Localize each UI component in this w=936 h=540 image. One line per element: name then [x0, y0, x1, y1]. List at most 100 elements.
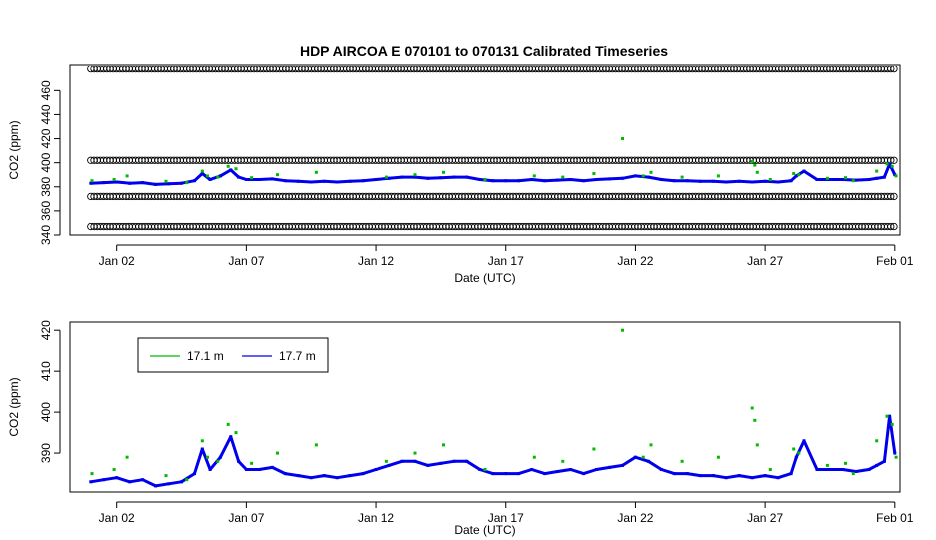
data-point: [283, 472, 287, 476]
data-point: [89, 480, 93, 484]
data-point: [200, 172, 204, 175]
data-point: [465, 175, 469, 179]
y-tick-label: 380: [39, 176, 53, 196]
data-point: [218, 455, 222, 459]
data-point: [452, 175, 456, 179]
data-point: [154, 182, 158, 186]
y-tick-label: 420: [39, 128, 53, 148]
y-axis-label: CO2 (ppm): [7, 120, 21, 179]
data-point: [672, 179, 676, 183]
data-point: [102, 478, 106, 482]
data-point: [893, 451, 897, 455]
data-point: [789, 472, 793, 476]
data-point: [102, 181, 106, 185]
data-point: [882, 459, 886, 463]
data-point: [413, 459, 417, 463]
data-point: [200, 439, 204, 443]
data-point: [426, 176, 430, 180]
data-point: [685, 472, 689, 476]
data-point: [649, 170, 653, 174]
reference-series: [87, 66, 898, 73]
data-point: [867, 178, 871, 181]
data-point: [226, 422, 230, 426]
data-point: [234, 431, 238, 435]
data-point: [753, 163, 757, 167]
data-point: [478, 468, 482, 471]
data-point: [206, 174, 209, 178]
data-point: [776, 180, 780, 184]
data-point: [125, 455, 129, 459]
data-point: [348, 179, 352, 183]
y-tick-label: 390: [39, 443, 53, 463]
data-point: [867, 468, 871, 471]
data-point: [180, 480, 183, 484]
data-point: [763, 474, 767, 478]
data-point: [237, 459, 241, 463]
lower-panel-zoomed: Jan 02 Jan 07 Jan 12 Jan 17 Jan 22 Jan 27 Feb …: [7, 320, 914, 537]
data-point: [314, 443, 318, 447]
data-point: [208, 178, 212, 181]
data-point: [200, 447, 204, 451]
data-point: [711, 179, 715, 183]
data-point: [483, 178, 487, 181]
data-point: [452, 459, 456, 463]
reference-series: [87, 222, 898, 231]
data-point: [200, 169, 204, 173]
data-point: [825, 463, 829, 467]
data-point: [322, 179, 326, 183]
reference-series: [87, 156, 898, 164]
data-point: [621, 328, 624, 332]
x-tick-label: Jan 22: [617, 511, 653, 525]
data-point: [794, 174, 798, 178]
x-tick-label: Jan 07: [228, 254, 264, 268]
legend-label: 17.1 m: [187, 349, 224, 363]
data-point: [244, 468, 248, 471]
plot-frame: [69, 321, 901, 493]
plot-frame: [69, 64, 901, 236]
data-point: [216, 459, 220, 463]
data-point: [90, 472, 94, 476]
data-point: [646, 175, 650, 179]
data-point: [888, 162, 892, 166]
data-point: [841, 468, 845, 471]
data-point: [633, 174, 637, 178]
upper-panel-all-data: Jan 02 Jan 07 Jan 12 Jan 17 Jan 22 Jan 27 Feb …: [7, 64, 914, 285]
data-point: [592, 172, 596, 175]
data-point: [283, 179, 287, 183]
data-point: [387, 463, 391, 467]
data-point: [335, 180, 339, 184]
legend: 17.1 m 17.7 m: [137, 337, 329, 373]
data-point: [875, 463, 879, 467]
legend-box: [137, 337, 329, 373]
data-point: [296, 179, 300, 183]
data-point: [750, 406, 754, 410]
data-point: [851, 472, 855, 476]
data-point: [229, 168, 233, 172]
x-tick-label: Jan 02: [99, 254, 135, 268]
series-line: [90, 162, 897, 186]
data-point: [504, 472, 508, 476]
data-point: [737, 474, 741, 478]
data-point: [250, 176, 254, 180]
data-point: [815, 468, 819, 471]
data-point: [276, 451, 279, 455]
data-point: [128, 480, 132, 484]
data-point: [825, 176, 829, 180]
series-17-7-m: [89, 414, 897, 488]
series-17-7-m: [89, 162, 897, 186]
data-point: [483, 468, 487, 471]
data-point: [374, 178, 378, 181]
x-tick-label: Jan 07: [228, 511, 264, 525]
data-point: [582, 472, 586, 476]
data-point: [592, 447, 596, 451]
data-point: [250, 461, 254, 465]
data-point: [641, 174, 645, 178]
legend-label: 17.7 m: [279, 349, 316, 363]
data-point: [621, 463, 624, 467]
data-point: [374, 468, 378, 471]
data-point: [348, 474, 352, 478]
data-point: [875, 169, 879, 173]
data-point: [556, 470, 560, 473]
y-tick-label: 400: [39, 402, 53, 422]
